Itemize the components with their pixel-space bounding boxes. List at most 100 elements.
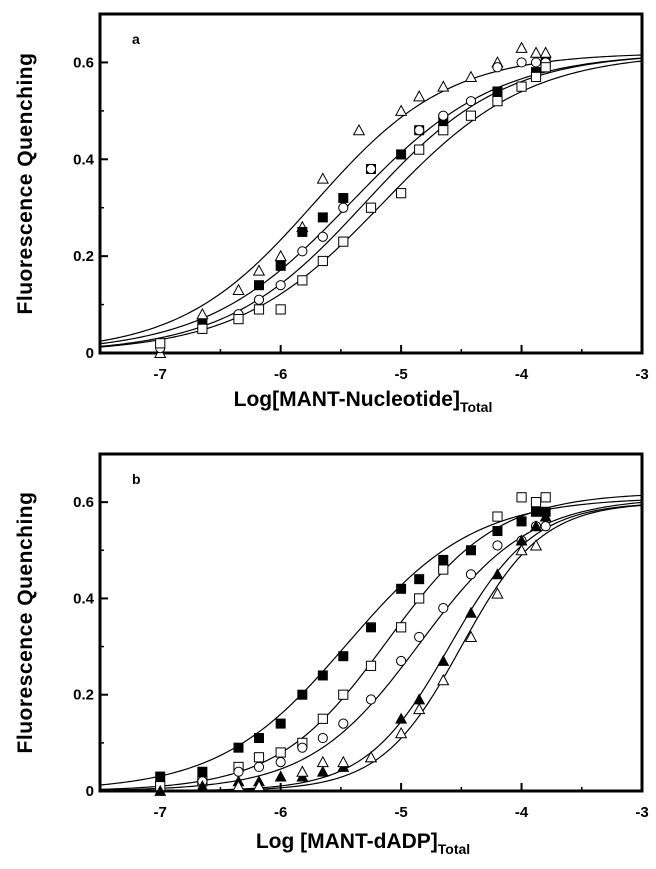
data-point-open-triangle: [196, 307, 209, 320]
data-point-open-circle: [492, 62, 503, 73]
data-point-filled-triangle: [437, 654, 450, 666]
data-point-open-circle: [338, 718, 349, 729]
data-point-open-triangle: [464, 630, 478, 642]
fit-curve: [99, 494, 643, 790]
data-point-filled-square: [155, 771, 166, 782]
fit-curve: [99, 57, 643, 345]
data-point-open-square: [540, 492, 551, 503]
data-point-open-triangle: [539, 46, 552, 58]
data-point-open-triangle: [252, 264, 266, 276]
x-tick-label: -3: [635, 804, 648, 821]
panel-b: b Fluorescence Quenching Log [MANT-dADP]…: [14, 452, 649, 857]
x-tick-label: -5: [394, 804, 407, 821]
data-point-open-triangle: [337, 755, 350, 768]
data-point-open-triangle: [515, 543, 528, 556]
data-point-open-circle: [516, 57, 527, 68]
data-point-open-circle: [365, 694, 377, 705]
data-point-filled-triangle: [413, 693, 426, 705]
data-point-filled-triangle: [274, 770, 287, 782]
x-axis-label-main-a: Log[MANT-Nucleotide]: [234, 388, 460, 411]
data-point-filled-square: [233, 742, 244, 753]
data-point-open-circle: [317, 732, 328, 744]
data-point-filled-square: [317, 212, 328, 223]
data-point-open-square: [492, 96, 503, 107]
x-axis-label-a: Log[MANT-Nucleotide]Total: [234, 388, 493, 415]
x-tick-label: -7: [154, 366, 167, 383]
data-point-filled-square: [275, 718, 286, 729]
data-point-filled-triangle: [530, 520, 542, 532]
y-tick-label: 0.6: [73, 54, 94, 71]
data-point-open-triangle: [316, 755, 329, 768]
data-point-filled-square: [396, 583, 407, 594]
data-point-open-square: [438, 564, 449, 575]
data-point-open-triangle: [252, 779, 266, 792]
data-point-open-circle: [414, 125, 425, 136]
data-point-filled-square: [317, 670, 328, 681]
data-point-open-circle: [253, 761, 265, 773]
data-point-filled-square: [338, 193, 349, 204]
data-point-open-triangle: [529, 46, 543, 58]
data-point-open-circle: [414, 631, 425, 643]
data-point-open-triangle: [529, 539, 543, 551]
y-tick-label: 0.4: [73, 590, 95, 607]
data-point-filled-square: [338, 651, 349, 662]
data-points-a: [154, 41, 552, 358]
data-point-open-circle: [233, 766, 244, 777]
data-point-open-circle: [438, 602, 449, 614]
data-point-filled-square: [365, 622, 376, 633]
data-point-filled-square: [492, 526, 503, 537]
x-tick-label: -7: [154, 804, 167, 821]
data-point-open-square: [414, 144, 425, 155]
data-point-open-circle: [396, 655, 407, 667]
data-point-open-circle: [275, 757, 286, 768]
data-point-open-circle: [297, 246, 308, 257]
data-point-open-triangle: [232, 779, 245, 792]
data-points-b: [154, 492, 552, 796]
x-axis-label-subscript-a: Total: [460, 399, 492, 415]
data-point-open-square: [253, 304, 265, 315]
data-point-filled-square: [297, 226, 308, 237]
data-point-open-circle: [317, 231, 328, 242]
data-point-filled-square: [275, 260, 286, 271]
axis-ticks-a: -7 -6 -5 -4 -3 0 0.2 0.4 0.6: [73, 54, 649, 383]
data-point-open-square: [540, 62, 551, 73]
data-point-filled-square: [531, 506, 542, 517]
x-tick-label: -5: [394, 366, 407, 383]
panel-label-b: b: [132, 471, 141, 487]
plot-frame-a: [98, 12, 644, 355]
data-point-filled-square: [253, 733, 264, 744]
data-point-open-triangle: [437, 80, 450, 92]
data-point-open-circle: [465, 96, 477, 107]
y-axis-label-a: Fluorescence Quenching: [14, 53, 37, 315]
data-point-open-triangle: [352, 123, 366, 136]
panel-label-a: a: [132, 31, 140, 47]
y-tick-label: 0.2: [73, 248, 94, 265]
fit-curves-a: [99, 54, 643, 348]
x-tick-label: -3: [635, 366, 648, 383]
data-point-open-square: [317, 255, 328, 267]
data-point-open-circle: [275, 280, 286, 291]
data-point-open-square: [233, 314, 244, 325]
fit-curve: [100, 504, 643, 792]
data-point-open-square: [338, 689, 349, 700]
data-point-open-triangle: [413, 702, 426, 715]
data-point-filled-triangle: [316, 765, 329, 777]
data-point-open-circle: [297, 742, 308, 753]
data-point-open-square: [253, 752, 265, 763]
data-point-open-square: [414, 593, 425, 604]
data-point-open-square: [465, 110, 477, 121]
data-point-open-square: [155, 338, 166, 349]
data-point-open-square: [338, 236, 349, 247]
data-point-open-square: [365, 660, 377, 671]
x-axis-label-subscript-b: Total: [438, 841, 470, 857]
data-point-open-circle: [253, 294, 265, 305]
data-point-open-circle: [465, 569, 477, 580]
fit-curve: [99, 60, 643, 348]
data-point-open-triangle: [515, 41, 528, 53]
data-point-open-square: [396, 622, 407, 633]
data-point-open-circle: [492, 540, 503, 551]
data-point-filled-square: [396, 149, 407, 160]
data-point-open-square: [530, 497, 542, 508]
data-point-open-square: [516, 492, 527, 503]
data-point-open-triangle: [232, 283, 245, 296]
